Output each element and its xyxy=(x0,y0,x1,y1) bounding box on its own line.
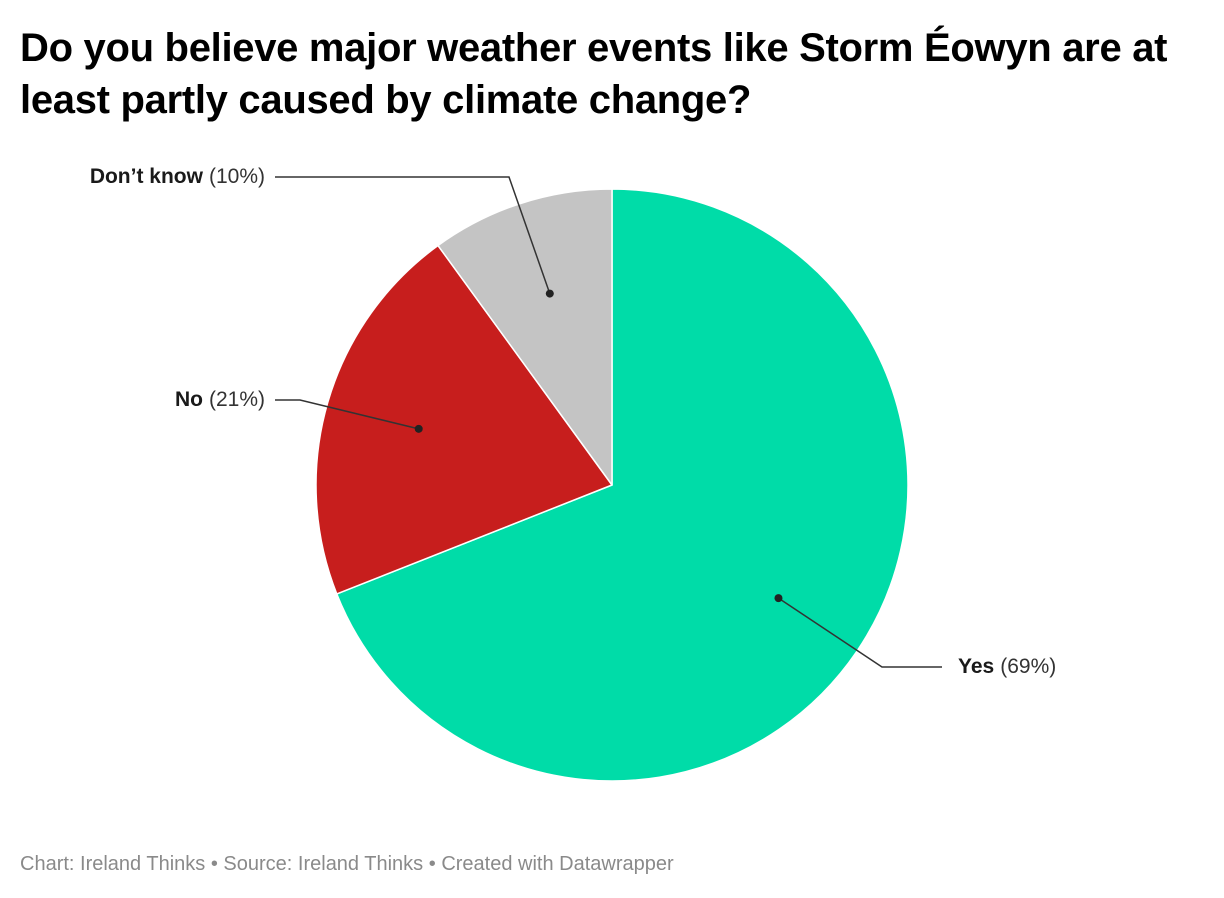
chart-credit: Chart: Ireland Thinks xyxy=(20,853,206,875)
chart-footer: Chart: Ireland Thinks • Source: Ireland … xyxy=(20,850,674,878)
label-leader-lines xyxy=(275,176,942,668)
chart-title: Do you believe major weather events like… xyxy=(20,26,1168,122)
pie-slice-no xyxy=(315,244,613,595)
created-with-credit: Created with Datawrapper xyxy=(441,853,674,875)
slice-label-no: No (21%) xyxy=(175,388,265,411)
leader-line-don-t-know xyxy=(275,176,551,294)
slice-label-name: Don’t know xyxy=(90,165,204,188)
leader-dot-yes xyxy=(774,594,783,603)
slice-label-don-t-know: Don’t know (10%) xyxy=(90,165,265,188)
pie-slice-don-t-know xyxy=(437,188,613,486)
slice-label-yes: Yes (69%) xyxy=(958,655,1056,678)
slice-label-name: No xyxy=(175,388,203,411)
slice-label-value: (10%) xyxy=(209,165,265,188)
footer-separator: • xyxy=(428,853,436,875)
slice-label-value: (69%) xyxy=(1000,655,1056,678)
leader-dot-no xyxy=(414,424,423,433)
leader-line-yes xyxy=(778,597,942,668)
pie-slice-yes xyxy=(336,188,909,782)
source-credit: Source: Ireland Thinks xyxy=(223,853,424,875)
slice-label-value: (21%) xyxy=(209,388,265,411)
leader-line-no xyxy=(275,399,419,430)
slice-label-name: Yes xyxy=(958,655,994,678)
footer-separator: • xyxy=(210,853,218,875)
pie-slices xyxy=(315,188,909,782)
slice-labels: Yes (69%) No (21%) Don’t know (10%) xyxy=(90,165,1056,678)
leader-dot-don-t-know xyxy=(545,289,554,298)
